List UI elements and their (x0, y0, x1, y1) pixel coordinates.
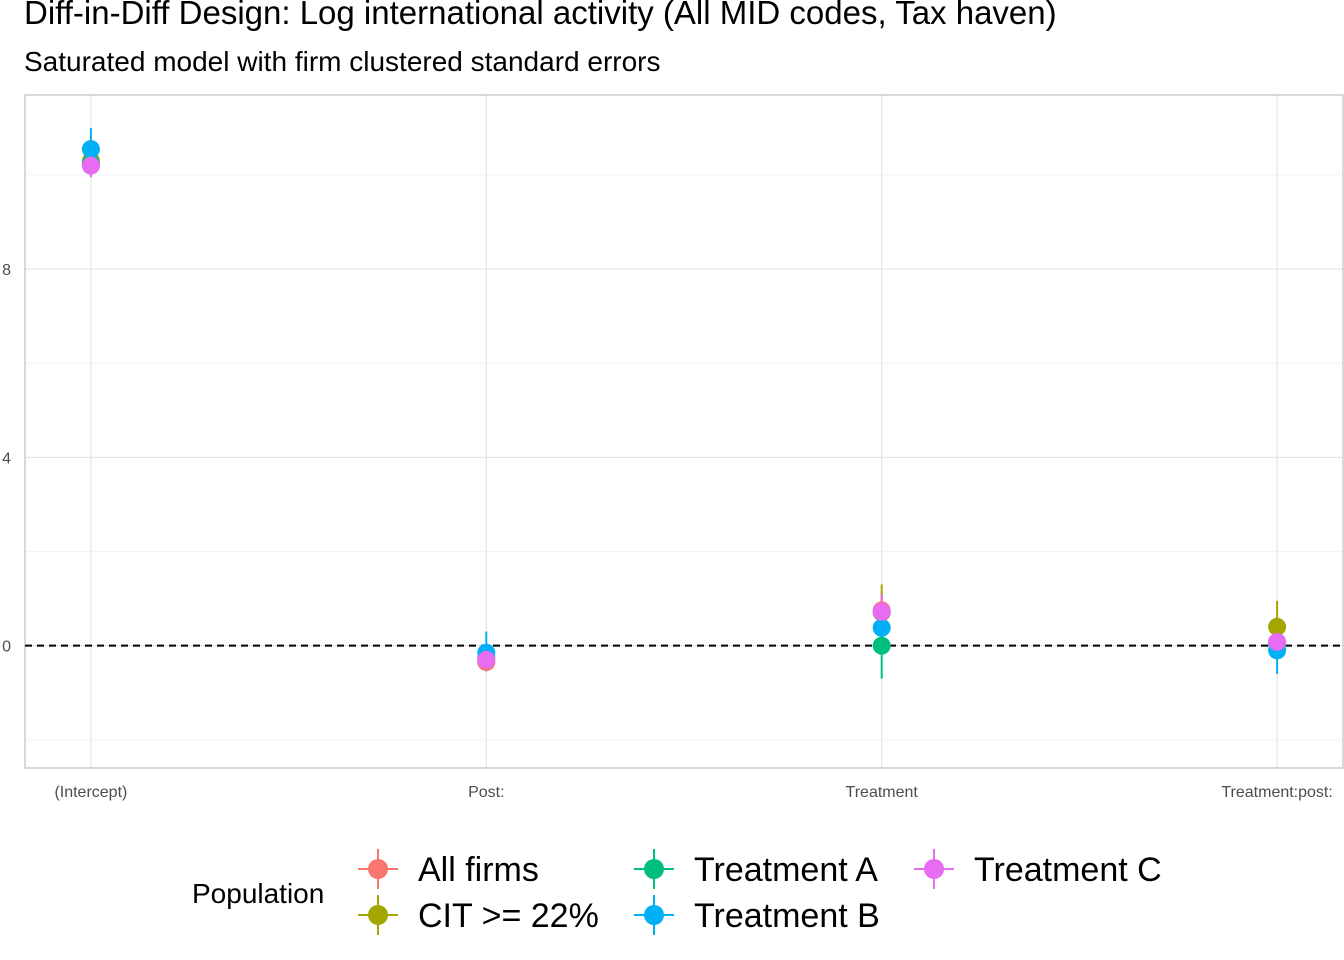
legend-title: Population (192, 878, 324, 909)
data-point (477, 650, 496, 669)
legend-key-point (924, 859, 944, 879)
data-point (872, 602, 891, 621)
panel-border (24, 94, 1344, 769)
legend-entry-label: CIT >= 22% (418, 897, 599, 935)
x-tick-label: (Intercept) (54, 784, 127, 801)
legend-key-point (644, 905, 664, 925)
x-tick-label: Post: (468, 784, 504, 801)
y-tick-label: 8 (2, 262, 11, 279)
axis-labels: 0 4 8 (Intercept) Post: Treatment Treatment:po… (2, 262, 1333, 801)
legend: Population All firms CIT >= 22% Treatment A… (192, 849, 1162, 935)
y-tick-label: 4 (2, 450, 11, 467)
chart-title: Diff-in-Diff Design: Log international a… (24, 0, 1057, 31)
data-point (1268, 632, 1287, 651)
legend-entry-label: All firms (418, 851, 539, 889)
x-tick-label: Treatment (846, 784, 919, 801)
data-marks (81, 127, 1287, 679)
legend-entry-label: Treatment A (694, 851, 878, 889)
x-tick-label: Treatment:post: (1221, 784, 1332, 801)
chart-subtitle: Saturated model with firm clustered stan… (24, 46, 661, 77)
grid-lines (25, 95, 1343, 768)
data-point (1268, 617, 1287, 636)
data-point (872, 636, 891, 655)
legend-entry-label: Treatment C (974, 851, 1162, 889)
legend-key-point (368, 905, 388, 925)
data-point (81, 140, 100, 159)
data-point (872, 618, 891, 637)
y-tick-label: 0 (2, 639, 11, 656)
legend-entry-label: Treatment B (694, 897, 880, 935)
legend-key-point (644, 859, 664, 879)
data-point (81, 156, 100, 175)
legend-key-point (368, 859, 388, 879)
